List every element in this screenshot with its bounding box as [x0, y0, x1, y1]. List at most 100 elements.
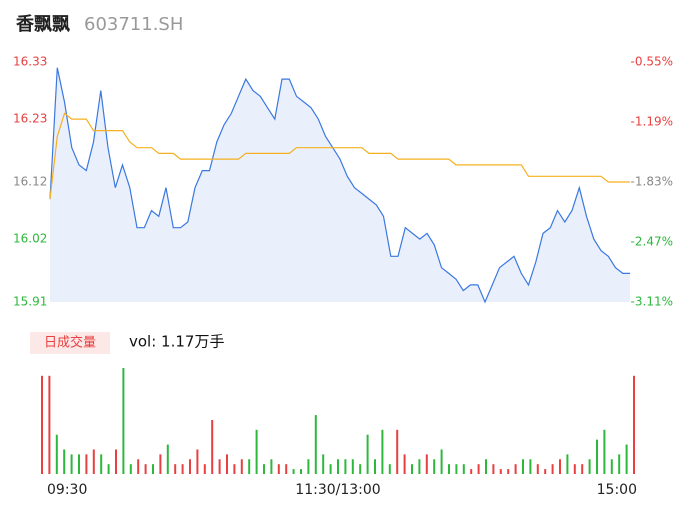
volume-bar: [618, 454, 621, 474]
volume-bar: [152, 464, 154, 474]
volume-bar: [70, 454, 73, 474]
volume-bar: [196, 449, 199, 474]
volume-bar: [596, 439, 598, 474]
volume-bar: [559, 459, 561, 474]
volume-bar: [307, 459, 310, 474]
y-tick-label: 16.12: [13, 175, 47, 189]
volume-bar: [292, 469, 295, 474]
volume-bar: [203, 464, 206, 474]
volume-bar: [514, 464, 517, 474]
volume-bar: [166, 444, 169, 474]
volume-bar: [115, 449, 117, 474]
volume-bar: [255, 429, 258, 474]
volume-bar: [329, 464, 332, 474]
volume-bar: [411, 464, 413, 474]
volume-bar: [633, 375, 635, 474]
legend-box: [30, 332, 110, 354]
volume-bar: [396, 429, 399, 474]
y-tick-label: 16.23: [13, 112, 47, 126]
volume-bar: [485, 459, 487, 474]
volume-bar: [270, 459, 273, 474]
y2-tick-label: -3.11%: [631, 295, 673, 309]
volume-bar: [425, 454, 428, 474]
volume-bar: [499, 469, 502, 474]
volume-bar: [418, 459, 421, 474]
price-area: [50, 67, 630, 302]
volume-bar: [566, 454, 569, 474]
volume-bar: [55, 434, 58, 474]
volume-bar: [263, 464, 265, 474]
x-tick-label: 15:00: [597, 482, 637, 498]
volume-bar: [403, 454, 406, 474]
volume-bar: [248, 459, 251, 474]
average-line: [49, 112, 630, 200]
y-tick-label: 15.91: [13, 295, 47, 309]
volume-bar: [522, 459, 524, 474]
volume-bar: [122, 367, 125, 474]
volume-bar: [477, 464, 480, 474]
volume-bar: [588, 459, 591, 474]
volume-bar: [92, 449, 95, 474]
price-line: [49, 67, 630, 304]
volume-bar: [470, 469, 473, 474]
x-tick-label: 09:30: [47, 482, 87, 498]
volume-bar: [337, 459, 339, 474]
volume-bar: [625, 444, 628, 474]
volume-bar: [100, 454, 103, 474]
volume-bar: [529, 459, 532, 474]
y-tick-label: 16.02: [13, 232, 47, 246]
volume-bar: [174, 464, 177, 474]
stock-name: 香飘飘: [15, 14, 70, 35]
volume-bar: [277, 464, 280, 474]
volume-bar: [351, 459, 354, 474]
y2-tick-label: -1.83%: [631, 175, 673, 189]
volume-bar: [551, 464, 554, 474]
y2-tick-label: -1.19%: [631, 115, 673, 129]
volume-bar: [41, 375, 43, 474]
volume-bar: [344, 459, 347, 474]
volume-bar: [211, 420, 214, 474]
volume-bar: [544, 469, 547, 474]
volume-bar: [388, 464, 391, 474]
volume-bar: [159, 454, 162, 474]
x-tick-label: 11:30/13:00: [295, 482, 380, 498]
volume-bar: [440, 449, 443, 474]
volume-bar: [603, 429, 606, 474]
volume-bar: [322, 454, 325, 474]
volume-bar: [218, 459, 221, 474]
y2-tick-label: -2.47%: [631, 235, 673, 249]
volume-bar: [581, 464, 584, 474]
y-tick-label: 16.33: [13, 55, 47, 69]
volume-bar: [314, 415, 317, 474]
volume-bar: [129, 464, 132, 474]
volume-bar: [433, 459, 436, 474]
volume-annotation: vol: 1.17万手: [129, 333, 224, 351]
volume-bar: [240, 459, 243, 474]
volume-bar: [507, 469, 510, 474]
volume-bar: [462, 464, 465, 474]
volume-bar: [455, 464, 458, 474]
volume-bar: [78, 454, 80, 474]
legend-label: 日成交量: [44, 335, 96, 351]
volume-bar: [189, 459, 191, 474]
volume-bar: [359, 464, 362, 474]
volume-bar: [285, 464, 288, 474]
volume-bar: [536, 464, 539, 474]
volume-bar: [374, 459, 376, 474]
volume-bar: [226, 454, 228, 474]
volume-bar: [85, 454, 88, 474]
volume-bar: [137, 459, 140, 474]
volume-bar: [448, 464, 450, 474]
stock-code: 603711.SH: [84, 14, 183, 35]
volume-bar: [181, 464, 184, 474]
volume-bar: [573, 464, 576, 474]
volume-bar: [381, 429, 384, 474]
volume-bar: [610, 459, 613, 474]
volume-bar: [107, 464, 110, 474]
volume-bar: [233, 464, 236, 474]
volume-bar: [366, 434, 369, 474]
volume-bar: [492, 464, 495, 474]
volume-bar: [63, 449, 66, 474]
y2-tick-label: -0.55%: [631, 55, 673, 69]
